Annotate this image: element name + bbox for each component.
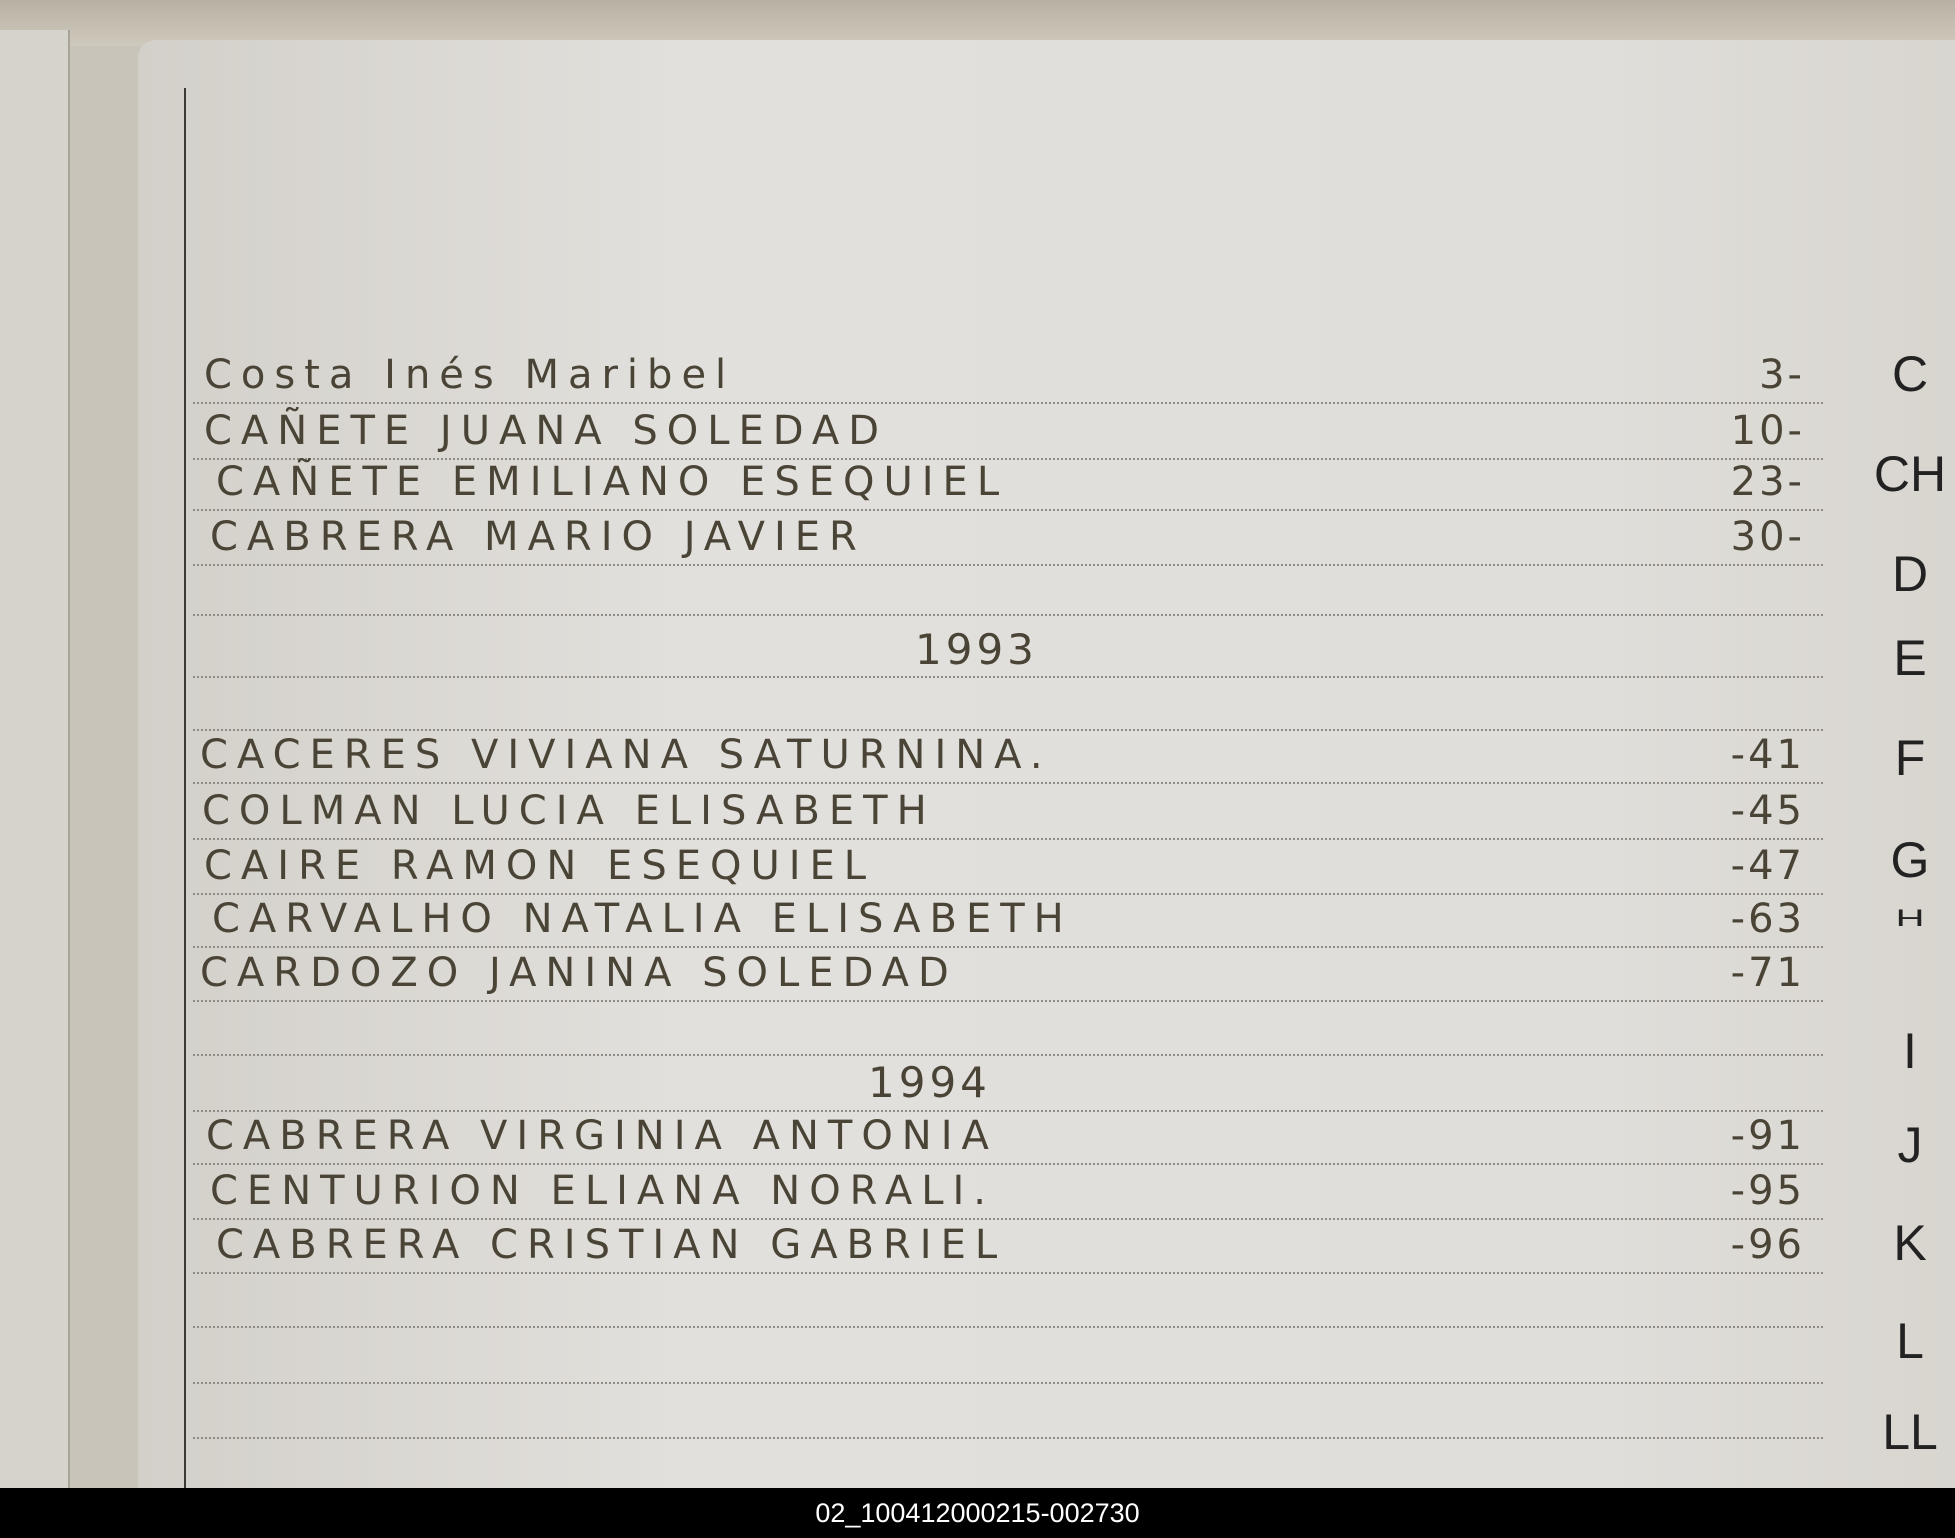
- entry-number: 23-: [1730, 459, 1805, 505]
- ruled-line: [193, 838, 1823, 840]
- index-tab[interactable]: L: [1896, 1313, 1924, 1369]
- entry-name: CABRERA CRISTIAN GABRIEL: [216, 1222, 1007, 1268]
- ruled-line: [193, 614, 1823, 616]
- entry-name: CACERES VIVIANA SATURNINA.: [200, 732, 1052, 778]
- ruled-line: [193, 1000, 1823, 1002]
- ruled-line: [193, 782, 1823, 784]
- ruled-line: [193, 458, 1823, 460]
- footer-caption: 02_100412000215-002730: [0, 1488, 1955, 1538]
- index-tab[interactable]: D: [1891, 546, 1929, 602]
- index-tab[interactable]: H: [1895, 904, 1925, 931]
- ruled-line: [193, 509, 1823, 511]
- ruled-line: [193, 946, 1823, 948]
- index-tab[interactable]: CH: [1873, 446, 1947, 502]
- entry-name: CABRERA VIRGINIA ANTONIA: [206, 1113, 998, 1159]
- ruled-line: [193, 1272, 1823, 1274]
- ruled-line: [193, 1437, 1823, 1439]
- index-tab[interactable]: I: [1903, 1023, 1917, 1079]
- left-page-edge: [0, 30, 70, 1490]
- entry-name: CABRERA MARIO JAVIER: [210, 514, 866, 560]
- ruled-line: [193, 1326, 1823, 1328]
- entry-number: -63: [1730, 896, 1805, 942]
- ruled-line: [193, 676, 1823, 678]
- entry-name: CARDOZO JANINA SOLEDAD: [200, 950, 958, 996]
- entry-name: CAÑETE EMILIANO ESEQUIEL: [216, 459, 1009, 505]
- entry-number: -47: [1730, 843, 1805, 889]
- entry-name: COLMAN LUCIA ELISABETH: [202, 788, 936, 834]
- entry-name: Costa Inés Maribel: [204, 352, 736, 398]
- ledger-page: [138, 40, 1955, 1490]
- index-tab[interactable]: J: [1897, 1117, 1923, 1173]
- ruled-line: [193, 1218, 1823, 1220]
- entry-number: -96: [1730, 1222, 1805, 1268]
- entry-number: -45: [1730, 788, 1805, 834]
- ruled-line: [193, 402, 1823, 404]
- index-tab[interactable]: F: [1894, 730, 1926, 786]
- entry-name: CARVALHO NATALIA ELISABETH: [212, 896, 1073, 942]
- entry-number: 3-: [1759, 352, 1805, 398]
- margin-line: [184, 88, 186, 1488]
- entry-number: -95: [1730, 1168, 1805, 1214]
- entry-number: -71: [1730, 950, 1805, 996]
- index-tab[interactable]: G: [1890, 832, 1930, 888]
- ruled-line: [193, 1054, 1823, 1056]
- entry-number: -91: [1730, 1113, 1805, 1159]
- index-tab[interactable]: LL: [1882, 1404, 1938, 1460]
- ruled-line: [193, 1163, 1823, 1165]
- book-top-edge: [0, 0, 1955, 46]
- ruled-line: [193, 893, 1823, 895]
- entry-name: CAIRE RAMON ESEQUIEL: [204, 843, 876, 889]
- ruled-line: [193, 1110, 1823, 1112]
- entry-number: -41: [1730, 732, 1805, 778]
- year-heading-1993: 1993: [915, 625, 1038, 674]
- year-heading-1994: 1994: [868, 1058, 991, 1107]
- index-tab[interactable]: K: [1893, 1215, 1927, 1271]
- ruled-line: [193, 564, 1823, 566]
- entry-number: 30-: [1730, 514, 1805, 560]
- entry-name: CENTURION ELIANA NORALI.: [210, 1168, 996, 1214]
- ruled-line: [193, 1382, 1823, 1384]
- index-tab[interactable]: E: [1893, 630, 1927, 686]
- entry-name: CAÑETE JUANA SOLEDAD: [204, 408, 889, 454]
- index-tab[interactable]: C: [1891, 346, 1929, 402]
- entry-number: 10-: [1730, 408, 1805, 454]
- ruled-line: [193, 729, 1823, 731]
